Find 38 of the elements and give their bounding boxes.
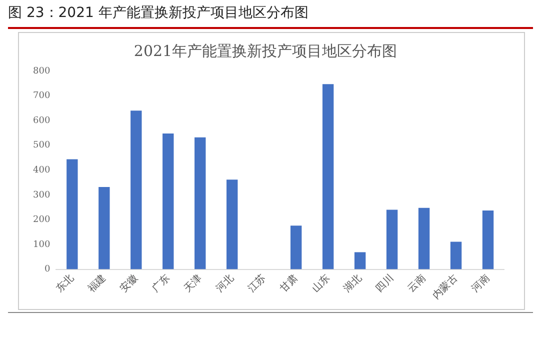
bar bbox=[386, 210, 398, 270]
y-tick-label: 600 bbox=[32, 116, 50, 126]
bar bbox=[130, 110, 142, 270]
y-tick-label: 400 bbox=[32, 165, 50, 176]
x-tick-label: 山东 bbox=[309, 272, 332, 295]
bar bbox=[450, 242, 462, 270]
x-tick-label: 安徽 bbox=[117, 272, 140, 295]
x-tick-label: 江苏 bbox=[245, 272, 268, 295]
x-tick-label: 福建 bbox=[85, 272, 108, 295]
x-tick-label: 云南 bbox=[405, 272, 428, 295]
x-tick-label: 甘肃 bbox=[277, 272, 300, 295]
x-tick-label: 天津 bbox=[181, 272, 204, 295]
x-tick-label: 河南 bbox=[469, 272, 492, 295]
bar bbox=[98, 187, 110, 270]
bar bbox=[482, 210, 494, 270]
x-tick-label: 东北 bbox=[54, 272, 76, 295]
bar bbox=[290, 226, 302, 270]
y-tick-label: 100 bbox=[32, 240, 50, 250]
bar bbox=[194, 137, 206, 270]
x-tick-label: 湖北 bbox=[341, 272, 364, 295]
y-tick-label: 300 bbox=[32, 190, 50, 200]
x-tick-label: 广东 bbox=[149, 272, 172, 295]
bar bbox=[66, 159, 78, 270]
y-tick-label: 0 bbox=[44, 264, 50, 275]
bar bbox=[418, 208, 430, 270]
bar bbox=[354, 252, 366, 270]
y-tick-label: 800 bbox=[32, 66, 50, 76]
x-tick-label: 河北 bbox=[213, 272, 236, 295]
x-tick-label: 四川 bbox=[373, 272, 396, 295]
y-tick-label: 200 bbox=[32, 215, 50, 226]
chart-title: 图 23：2021 年产能置换新投产项目地区分布图 bbox=[8, 4, 533, 29]
x-tick-label: 内蒙古 bbox=[430, 272, 460, 302]
y-tick-label: 700 bbox=[32, 91, 50, 102]
chart-subtitle: 2021年产能置换新投产项目地区分布图 bbox=[134, 42, 398, 60]
y-tick-label: 500 bbox=[32, 140, 50, 151]
bar bbox=[322, 84, 334, 270]
bar bbox=[226, 180, 238, 270]
bar bbox=[162, 133, 174, 270]
